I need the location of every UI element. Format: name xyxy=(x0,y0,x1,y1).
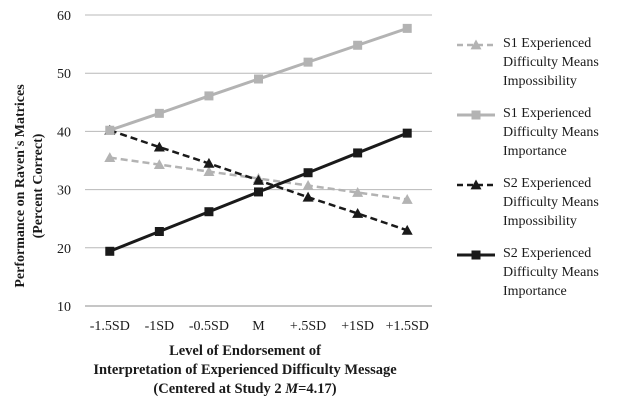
x-axis-label-line3: (Centered at Study 2 M=4.17) xyxy=(0,380,490,399)
legend-label-line: S2 Experienced xyxy=(503,176,592,191)
legend-key-s2-impossibility xyxy=(457,179,495,190)
y-tick-label: 40 xyxy=(57,125,71,140)
x-axis-label-line3-post: =4.17) xyxy=(298,381,337,397)
legend-label-s1-impossibility: S1 Experienced Difficulty Means Impossib… xyxy=(503,34,620,91)
y-tick-label: 20 xyxy=(57,242,71,257)
legend-key-s1-impossibility xyxy=(457,39,495,50)
series-point xyxy=(470,179,482,190)
y-tick-label: 50 xyxy=(57,67,71,82)
legend-label-line: Difficulty Means xyxy=(503,125,599,140)
series-point xyxy=(204,91,214,101)
legend-label-line: S1 Experienced xyxy=(503,106,592,121)
x-tick-label: -1.5SD xyxy=(90,319,130,334)
series-point xyxy=(105,246,115,256)
legend-label-line: S1 Experienced xyxy=(503,36,592,51)
series-point xyxy=(471,250,481,260)
legend-label-s1-importance: S1 Experienced Difficulty Means Importan… xyxy=(503,104,620,161)
y-axis-label-line2: (Percent Correct) xyxy=(31,133,46,238)
x-tick-label: -0.5SD xyxy=(189,319,229,334)
series-point xyxy=(302,180,314,190)
series-point xyxy=(302,191,314,202)
series-point xyxy=(254,187,263,197)
series-point xyxy=(352,187,364,197)
series-point xyxy=(203,166,215,176)
series-point xyxy=(402,128,412,138)
legend-key-s2-importance xyxy=(457,250,495,260)
series-point xyxy=(154,227,164,237)
y-axis-ticks: 10 20 30 40 50 60 xyxy=(57,9,71,315)
series-point xyxy=(153,141,165,152)
y-tick-label: 60 xyxy=(57,9,71,24)
legend-item-s1-importance: S1 Experienced Difficulty Means Importan… xyxy=(455,104,620,174)
x-tick-label: +1SD xyxy=(341,319,374,334)
series-2 xyxy=(104,124,413,235)
series-point xyxy=(353,148,363,158)
x-axis-label-line3-pre: (Centered at Study 2 xyxy=(153,381,286,397)
series-point xyxy=(154,108,164,118)
series-point xyxy=(303,57,313,67)
legend-label-s2-importance: S2 Experienced Difficulty Means Importan… xyxy=(503,244,620,301)
legend-label-s2-impossibility: S2 Experienced Difficulty Means Impossib… xyxy=(503,174,620,231)
series-1 xyxy=(105,23,412,135)
x-axis-ticks: -1.5SD -1SD -0.5SD M +.5SD +1SD +1.5SD xyxy=(90,319,429,334)
series-point xyxy=(204,207,214,217)
legend-label-line: Impossibility xyxy=(503,74,577,89)
legend-label-line: Importance xyxy=(503,284,567,299)
series-point xyxy=(303,168,313,178)
series-point xyxy=(470,39,482,50)
x-axis-label-line3-italic: M xyxy=(285,381,299,397)
x-tick-label: M xyxy=(252,319,265,334)
series-point xyxy=(353,40,363,50)
line-chart: 10 20 30 40 50 60 -1.5SD -1SD -0.5SD M +.5SD +1SD +… xyxy=(13,9,432,334)
series-point xyxy=(352,207,364,218)
legend-label-line: Difficulty Means xyxy=(503,195,599,210)
series-lines xyxy=(104,23,413,256)
series-point xyxy=(153,159,165,169)
series-point xyxy=(254,74,263,84)
series-point xyxy=(402,23,412,33)
series-point xyxy=(401,224,413,235)
legend-label-line: Impossibility xyxy=(503,214,577,229)
legend-item-s2-importance: S2 Experienced Difficulty Means Importan… xyxy=(455,244,620,314)
y-tick-label: 30 xyxy=(57,184,71,199)
x-axis-label-line1: Level of Endorsement of xyxy=(169,343,321,359)
legend-item-s1-impossibility: S1 Experienced Difficulty Means Impossib… xyxy=(455,34,620,104)
series-point xyxy=(104,152,116,162)
series-point xyxy=(105,125,115,135)
legend-label-line: S2 Experienced xyxy=(503,246,592,261)
x-tick-label: +1.5SD xyxy=(386,319,429,334)
series-point xyxy=(253,174,264,185)
legend-label-line: Importance xyxy=(503,144,567,159)
x-axis-label: Level of Endorsement of Interpretation o… xyxy=(0,342,490,399)
series-point xyxy=(401,193,413,204)
series-point xyxy=(203,157,215,168)
y-axis-label-line1: Performance on Raven's Matrices xyxy=(13,84,28,288)
legend-label-line: Difficulty Means xyxy=(503,265,599,280)
series-point xyxy=(471,110,481,120)
series-3 xyxy=(105,128,412,256)
legend-key-s1-importance xyxy=(457,110,495,120)
legend: S1 Experienced Difficulty Means Impossib… xyxy=(455,34,620,314)
legend-item-s2-impossibility: S2 Experienced Difficulty Means Impossib… xyxy=(455,174,620,244)
x-tick-label: +.5SD xyxy=(290,319,326,334)
legend-label-line: Difficulty Means xyxy=(503,55,599,70)
y-tick-label: 10 xyxy=(57,300,71,315)
x-axis-label-line2: Interpretation of Experienced Difficulty… xyxy=(93,362,397,378)
x-tick-label: -1SD xyxy=(145,319,175,334)
